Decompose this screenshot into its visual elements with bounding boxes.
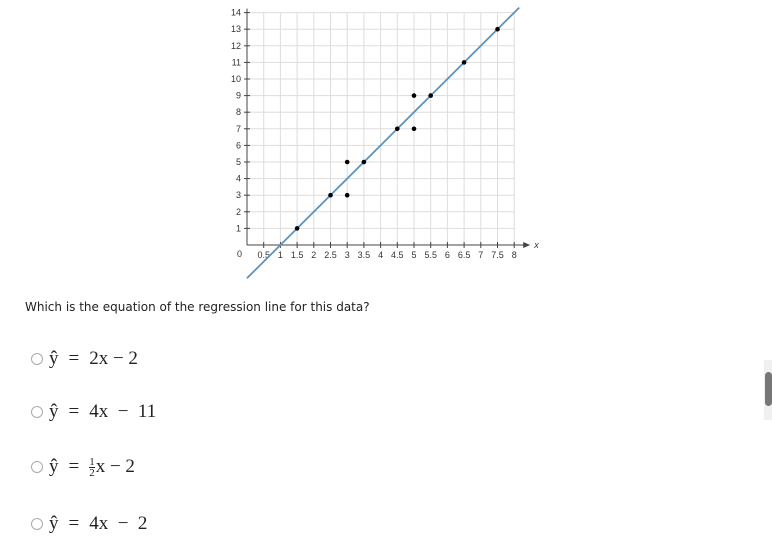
x-tick-label: 2	[311, 250, 316, 260]
data-point	[428, 93, 433, 98]
option-expression: x − 2	[95, 456, 135, 477]
y-tick-label: 2	[236, 207, 241, 217]
x-tick-label: 7	[478, 250, 483, 260]
radio-button[interactable]	[31, 461, 43, 473]
y-tick-label: 12	[231, 41, 241, 51]
option-expression: 4x − 11	[89, 401, 157, 422]
x-tick-label: 1.5	[291, 250, 304, 260]
x-tick-label: 4.5	[391, 250, 404, 260]
y-tick-label: 3	[236, 190, 241, 200]
option-1[interactable]: ŷ = 2x − 2	[31, 348, 138, 370]
yhat-symbol: ŷ	[49, 513, 59, 534]
option-2[interactable]: ŷ = 4x − 11	[31, 401, 156, 423]
x-tick-label: 5	[411, 250, 416, 260]
regression-line	[246, 6, 520, 279]
y-tick-label: 8	[236, 107, 241, 117]
equals-sign: =	[68, 348, 80, 369]
x-tick-label: 2.5	[324, 250, 337, 260]
fraction-numerator: 1	[89, 455, 95, 468]
x-tick-label: 3	[345, 250, 350, 260]
data-point	[495, 26, 500, 32]
x-axis-label: x	[533, 240, 539, 250]
x-tick-label: 4	[378, 250, 383, 260]
data-point	[344, 159, 350, 165]
x-tick-label: 6	[445, 250, 450, 260]
radio-button[interactable]	[31, 406, 43, 418]
y-tick-label: 14	[231, 8, 241, 18]
y-tick-label: 4	[236, 174, 241, 184]
data-point	[395, 126, 400, 132]
x-tick-label: 3.5	[358, 250, 371, 260]
equals-sign: =	[68, 401, 80, 422]
option-expression: 4x − 2	[89, 513, 148, 534]
y-tick-label: 9	[236, 91, 241, 101]
x-tick-label: 6.5	[458, 250, 471, 260]
fraction-denominator: 2	[89, 466, 95, 479]
radio-button[interactable]	[31, 353, 43, 365]
radio-button[interactable]	[31, 518, 43, 530]
yhat-symbol: ŷ	[49, 456, 59, 477]
data-point	[461, 60, 467, 65]
yhat-symbol: ŷ	[49, 401, 59, 422]
y-tick-label: 10	[231, 74, 241, 84]
scatter-chart: 0.5 1 1.5 2 2.5 3 3.5 4 4.5 5 5.5 6 6.5 7 7.5 812345678…	[222, 0, 544, 287]
scrollbar-thumb[interactable]	[765, 372, 772, 406]
option-4[interactable]: ŷ = 4x − 2	[31, 513, 147, 535]
origin-label: 0	[237, 249, 242, 259]
x-tick-label: 1	[278, 250, 283, 260]
equals-sign: =	[68, 513, 80, 534]
x-tick-label: 0.5	[257, 250, 270, 260]
equals-sign: =	[68, 456, 80, 477]
question-text: Which is the equation of the regression …	[25, 300, 370, 314]
x-axis-arrow-icon	[523, 242, 531, 248]
data-point	[328, 192, 333, 198]
data-point	[344, 192, 350, 198]
data-point	[411, 126, 417, 132]
data-point	[361, 159, 367, 165]
y-tick-label: 7	[236, 124, 241, 134]
data-point	[411, 93, 417, 98]
y-tick-label: 5	[236, 157, 241, 167]
x-tick-label: 5.5	[424, 250, 437, 260]
x-tick-label: 8	[512, 250, 517, 260]
y-tick-label: 13	[231, 24, 241, 34]
option-expression: 2x − 2	[89, 348, 138, 369]
y-tick-label: 1	[236, 223, 241, 233]
x-tick-label: 7.5	[491, 250, 504, 260]
data-point	[294, 226, 300, 231]
y-tick-label: 6	[236, 140, 241, 150]
y-tick-label: 11	[232, 57, 241, 67]
yhat-symbol: ŷ	[49, 348, 59, 369]
